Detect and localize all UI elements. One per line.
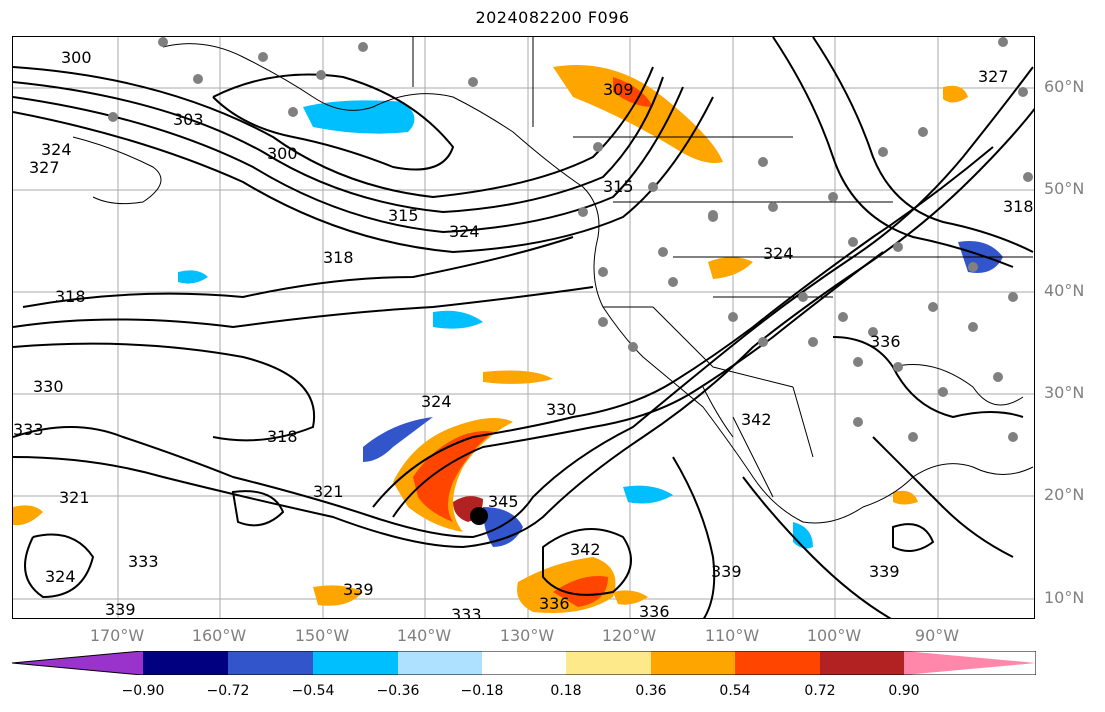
contour-label: 318: [1003, 197, 1034, 216]
contour-label: 327: [29, 158, 60, 177]
colorbar-segment: [143, 651, 228, 675]
contour-label: 339: [343, 580, 374, 599]
contour-label: 318: [323, 248, 354, 267]
contour-label: 330: [33, 377, 64, 396]
contour-label: 324: [45, 567, 76, 586]
colorbar-segment: [482, 651, 566, 675]
colorbar-tick: 0.18: [550, 683, 582, 699]
contour-label: 336: [870, 332, 901, 351]
map-canvas: 300 300 303 309 315 318 318 318 321 321 …: [13, 37, 1034, 619]
lat-label: 60°N: [1044, 77, 1085, 96]
contour-label: 300: [267, 144, 298, 163]
contour-label: 333: [13, 420, 44, 439]
contour-label: 309: [603, 80, 634, 99]
contour-label: 339: [105, 600, 136, 619]
colorbar-segment: [904, 651, 1036, 675]
colorbar-tick: −0.90: [121, 683, 165, 699]
colorbar-tick: −0.72: [206, 683, 250, 699]
cyclone-center-marker: [470, 507, 488, 525]
lon-label: 90°W: [914, 626, 960, 645]
lat-label: 30°N: [1044, 383, 1085, 402]
lon-label: 120°W: [601, 626, 657, 645]
colorbar-tick: −0.54: [291, 683, 335, 699]
colorbar-segment: [313, 651, 398, 675]
contour-label: 333: [451, 605, 482, 619]
colorbar-tick: 0.54: [719, 683, 751, 699]
lon-label: 160°W: [191, 626, 247, 645]
contour-label: 318: [267, 427, 298, 446]
lon-label: 130°W: [499, 626, 555, 645]
contour-label: 333: [128, 552, 159, 571]
colorbar-segment: [12, 651, 143, 675]
lat-label: 20°N: [1044, 485, 1085, 504]
contour-label: 336: [539, 594, 570, 613]
colorbar-tick: 0.36: [635, 683, 667, 699]
contour-label: 339: [711, 562, 742, 581]
contour-label: 324: [763, 244, 794, 263]
contour-label: 321: [59, 488, 90, 507]
lon-label: 140°W: [396, 626, 452, 645]
colorbar-tick: 0.90: [888, 683, 920, 699]
lat-label: 40°N: [1044, 281, 1085, 300]
colorbar-tick: −0.36: [376, 683, 420, 699]
contour-label: 300: [61, 48, 92, 67]
contour-label: 324: [449, 222, 480, 241]
map-panel: 300 300 303 309 315 318 318 318 321 321 …: [12, 36, 1035, 619]
graticule: [13, 37, 1034, 618]
colorbar: [12, 651, 1036, 675]
colorbar-segment: [398, 651, 482, 675]
contour-label: 330: [546, 400, 577, 419]
station-markers: [108, 37, 1033, 442]
colorbar-tick: 0.72: [804, 683, 836, 699]
contour-label: 315: [388, 206, 419, 225]
shading-patches: [13, 65, 1003, 613]
contour-label: 345: [488, 492, 519, 511]
lon-label: 170°W: [89, 626, 145, 645]
lat-label: 10°N: [1044, 588, 1085, 607]
colorbar-segment: [651, 651, 735, 675]
coastlines: [72, 37, 1034, 524]
contour-label: 342: [570, 540, 601, 559]
colorbar-segment: [566, 651, 651, 675]
height-contours: [13, 37, 1034, 618]
contour-label: 324: [41, 140, 72, 159]
lon-label: 110°W: [704, 626, 760, 645]
colorbar-segment: [820, 651, 904, 675]
contour-label: 342: [741, 410, 772, 429]
contour-label: 324: [421, 392, 452, 411]
colorbar-tick: −0.18: [460, 683, 504, 699]
map-title: 2024082200 F096: [475, 8, 630, 27]
contour-label: 336: [639, 602, 670, 619]
contour-label: 339: [869, 562, 900, 581]
lat-label: 50°N: [1044, 179, 1085, 198]
contour-label: 321: [313, 482, 344, 501]
contour-label: 318: [55, 287, 86, 306]
contour-labels: 300 300 303 309 315 318 318 318 321 321 …: [13, 48, 1034, 619]
colorbar-segment: [735, 651, 820, 675]
contour-label: 315: [603, 177, 634, 196]
contour-label: 303: [173, 110, 204, 129]
lon-label: 150°W: [294, 626, 350, 645]
contour-label: 327: [978, 67, 1009, 86]
lon-label: 100°W: [806, 626, 862, 645]
colorbar-segment: [228, 651, 313, 675]
